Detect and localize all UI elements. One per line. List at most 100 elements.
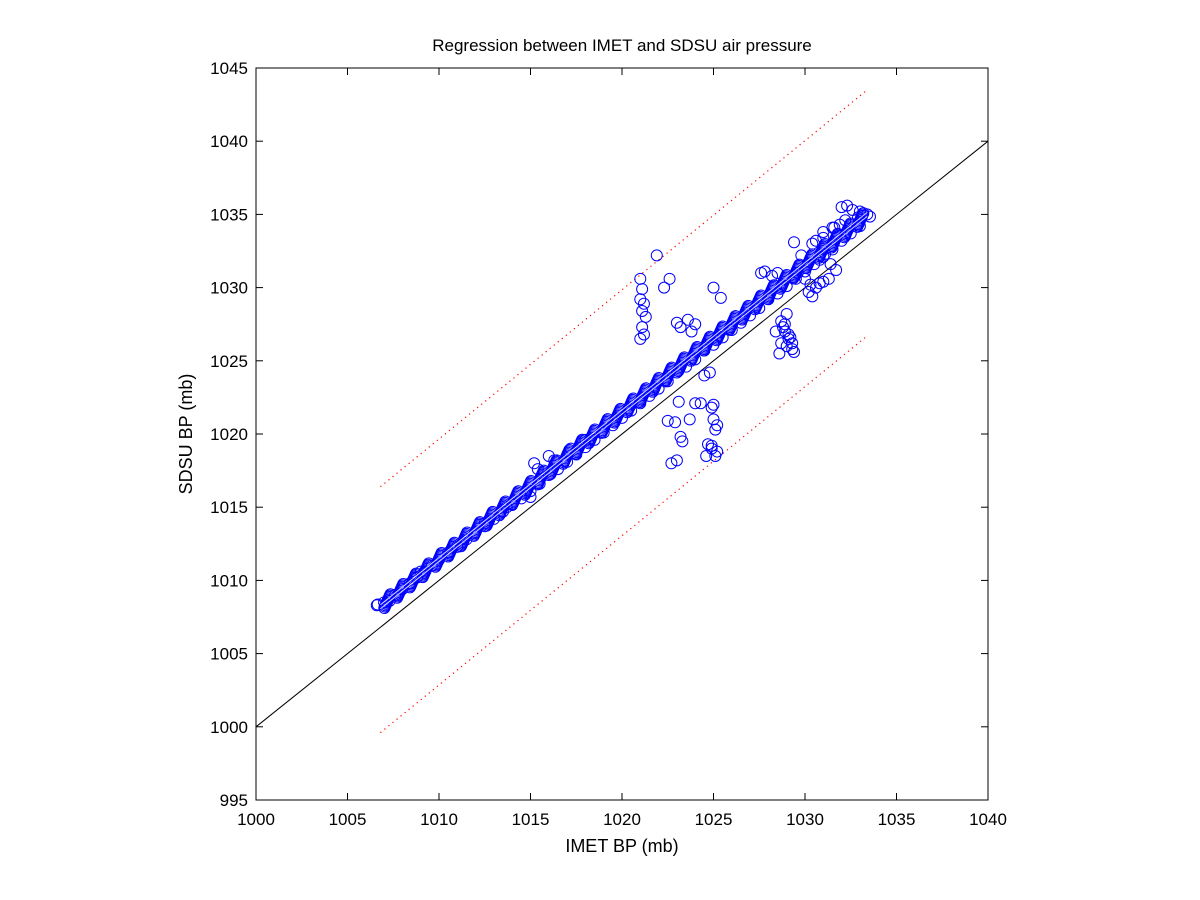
x-tick-label: 1010	[420, 810, 458, 829]
data-point	[564, 442, 577, 455]
data-point	[650, 249, 663, 262]
data-point	[478, 517, 491, 530]
x-tick-label: 1035	[878, 810, 916, 829]
data-point	[389, 589, 402, 602]
data-point	[685, 325, 698, 338]
data-point	[707, 281, 720, 294]
y-tick-label: 995	[220, 791, 248, 810]
data-point	[786, 343, 799, 356]
data-point	[861, 208, 874, 221]
y-tick-label: 1045	[210, 59, 248, 78]
y-tick-label: 1025	[210, 352, 248, 371]
data-point	[817, 231, 830, 244]
data-point	[658, 281, 671, 294]
data-point	[551, 463, 564, 476]
data-point	[533, 477, 546, 490]
data-point	[370, 599, 383, 612]
data-point	[714, 291, 727, 304]
data-point	[378, 596, 391, 609]
x-tick-label: 1030	[786, 810, 824, 829]
data-point	[670, 316, 683, 329]
data-point	[822, 272, 835, 285]
data-point	[531, 463, 544, 476]
x-tick-label: 1040	[969, 810, 1007, 829]
data-point	[835, 201, 848, 214]
fit-line-lower	[380, 216, 868, 610]
y-tick-label: 1035	[210, 205, 248, 224]
data-point	[784, 331, 797, 344]
data-point	[433, 553, 445, 566]
y-tick-label: 1005	[210, 645, 248, 664]
data-point	[515, 492, 528, 505]
data-point	[833, 218, 846, 231]
data-point	[786, 337, 799, 350]
x-tick-label: 1000	[237, 810, 275, 829]
data-point	[806, 237, 819, 250]
data-point	[809, 281, 822, 294]
data-point	[777, 321, 790, 334]
data-point	[669, 416, 682, 429]
data-point	[670, 366, 683, 379]
y-axis: 995 1000 1005 1010 1015 1020 1025 1030 1035 1040 1…	[210, 59, 988, 810]
data-point	[758, 265, 771, 278]
data-point	[771, 266, 784, 279]
data-point	[698, 369, 711, 382]
data-point	[681, 313, 694, 326]
data-point	[588, 433, 601, 446]
data-point	[637, 328, 650, 341]
data-point	[637, 297, 650, 310]
data-point	[698, 344, 711, 357]
y-tick-label: 1040	[210, 132, 248, 151]
data-point	[853, 205, 866, 218]
fit-line-upper	[380, 212, 868, 606]
data-point	[844, 227, 857, 240]
data-point	[795, 249, 808, 262]
data-point	[780, 340, 793, 353]
data-point	[775, 315, 788, 328]
y-tick-label: 1020	[210, 425, 248, 444]
data-point	[817, 275, 830, 288]
x-tick-label: 1015	[512, 810, 550, 829]
data-point	[606, 419, 619, 432]
data-point	[809, 234, 822, 247]
data-point	[418, 565, 431, 578]
data-points	[370, 199, 876, 615]
data-point	[804, 278, 817, 291]
data-point	[634, 332, 647, 345]
data-point	[705, 401, 718, 414]
data-point	[634, 293, 647, 306]
data-point	[828, 221, 841, 234]
data-point	[663, 272, 676, 285]
data-point	[579, 441, 592, 454]
data-point	[442, 546, 455, 559]
chart-title: Regression between IMET and SDSU air pre…	[432, 36, 812, 55]
data-point	[852, 211, 865, 224]
y-tick-label: 1015	[210, 498, 248, 517]
data-point	[802, 285, 815, 298]
data-point	[636, 305, 649, 318]
data-point	[672, 395, 685, 408]
data-point	[674, 321, 687, 334]
y-tick-label: 1010	[210, 571, 248, 590]
data-point	[411, 571, 424, 584]
y-axis-title: SDSU BP (mb)	[176, 374, 196, 495]
data-point	[863, 210, 876, 223]
y-tick-label: 1030	[210, 279, 248, 298]
data-point	[636, 321, 649, 334]
x-tick-label: 1025	[695, 810, 733, 829]
data-point	[689, 318, 702, 331]
upper-bound-line	[380, 90, 866, 488]
lower-bound-line	[380, 336, 866, 734]
one-to-one-line	[256, 140, 988, 728]
data-point	[762, 293, 775, 306]
data-point	[670, 454, 683, 467]
data-point	[703, 366, 716, 379]
y-tick-label: 1000	[210, 718, 248, 737]
data-point	[788, 236, 801, 249]
data-point	[824, 258, 837, 271]
x-tick-label: 1005	[329, 810, 367, 829]
data-point	[524, 490, 537, 503]
data-point	[524, 485, 537, 498]
data-point	[674, 430, 687, 443]
